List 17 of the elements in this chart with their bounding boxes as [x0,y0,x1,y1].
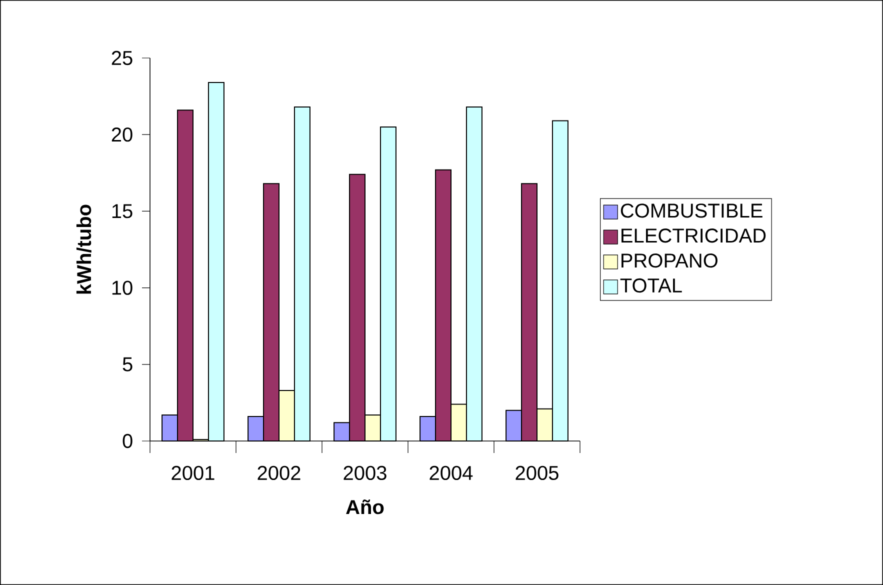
x-tick-label: 2002 [258,466,300,480]
x-tick-label: 2003 [344,466,386,480]
legend-label: COMBUSTIBLE [620,204,762,218]
y-tick-label: 0 [122,434,132,448]
x-tick-label: 2001 [172,466,214,480]
y-axis-title: kWh/tubo [76,204,92,294]
legend-label: PROPANO [622,253,718,268]
y-tick-label: 25 [112,50,132,66]
x-tick-label: 2004 [430,466,473,480]
y-tick-label: 10 [112,280,132,295]
x-tick-label: 2005 [516,466,558,480]
y-tick-label: 5 [122,357,132,372]
x-axis-title: Año [346,500,384,514]
legend-label: ELECTRICIDAD [622,228,766,243]
y-tick-label: 20 [112,128,132,142]
legend-label: TOTAL [620,278,682,293]
y-tick-label: 15 [112,204,132,218]
